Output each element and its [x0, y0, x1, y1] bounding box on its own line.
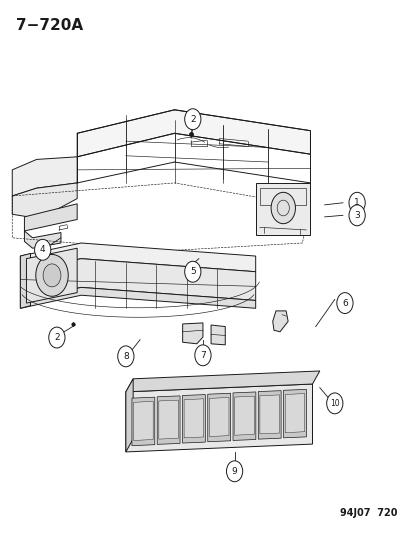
Circle shape: [336, 293, 352, 313]
Text: 2: 2: [54, 333, 59, 342]
Text: 2: 2: [190, 115, 195, 124]
Text: 6: 6: [341, 298, 347, 308]
Polygon shape: [182, 394, 205, 443]
Circle shape: [348, 192, 364, 213]
Text: 1: 1: [354, 198, 359, 207]
Polygon shape: [209, 398, 228, 437]
Polygon shape: [234, 396, 254, 435]
Text: 4: 4: [40, 245, 45, 254]
Polygon shape: [233, 392, 255, 440]
Text: 3: 3: [354, 211, 359, 220]
Circle shape: [49, 327, 65, 348]
Polygon shape: [159, 400, 178, 439]
Polygon shape: [26, 248, 77, 303]
Circle shape: [184, 109, 200, 130]
Circle shape: [35, 239, 51, 260]
Text: 7−720A: 7−720A: [16, 19, 83, 34]
Text: 5: 5: [190, 267, 195, 276]
Polygon shape: [283, 389, 306, 438]
Circle shape: [117, 346, 134, 367]
Text: 9: 9: [231, 467, 237, 476]
Text: 10: 10: [329, 399, 339, 408]
Circle shape: [226, 461, 242, 482]
Circle shape: [348, 205, 364, 226]
Polygon shape: [12, 157, 77, 196]
Polygon shape: [20, 287, 255, 308]
Polygon shape: [20, 259, 255, 301]
Text: 8: 8: [123, 352, 128, 361]
Text: 94J07  720: 94J07 720: [339, 508, 397, 518]
Polygon shape: [157, 396, 180, 445]
Polygon shape: [126, 379, 133, 452]
Polygon shape: [255, 183, 310, 235]
Polygon shape: [126, 371, 319, 392]
Polygon shape: [77, 110, 310, 157]
Polygon shape: [259, 395, 279, 434]
Polygon shape: [133, 401, 153, 440]
Polygon shape: [211, 325, 225, 345]
Circle shape: [271, 192, 295, 224]
Polygon shape: [285, 393, 304, 433]
Circle shape: [184, 261, 200, 282]
Text: 7: 7: [199, 351, 205, 360]
Polygon shape: [207, 393, 230, 442]
Polygon shape: [272, 311, 287, 332]
Polygon shape: [20, 254, 31, 308]
Circle shape: [36, 254, 68, 296]
Polygon shape: [12, 183, 77, 217]
Polygon shape: [126, 384, 312, 452]
Polygon shape: [132, 397, 154, 446]
Polygon shape: [182, 323, 202, 344]
Polygon shape: [258, 391, 280, 439]
Circle shape: [43, 264, 61, 287]
Polygon shape: [24, 204, 77, 231]
Circle shape: [326, 393, 342, 414]
Polygon shape: [20, 243, 255, 272]
Circle shape: [195, 345, 211, 366]
Polygon shape: [184, 399, 203, 438]
Polygon shape: [24, 231, 61, 248]
